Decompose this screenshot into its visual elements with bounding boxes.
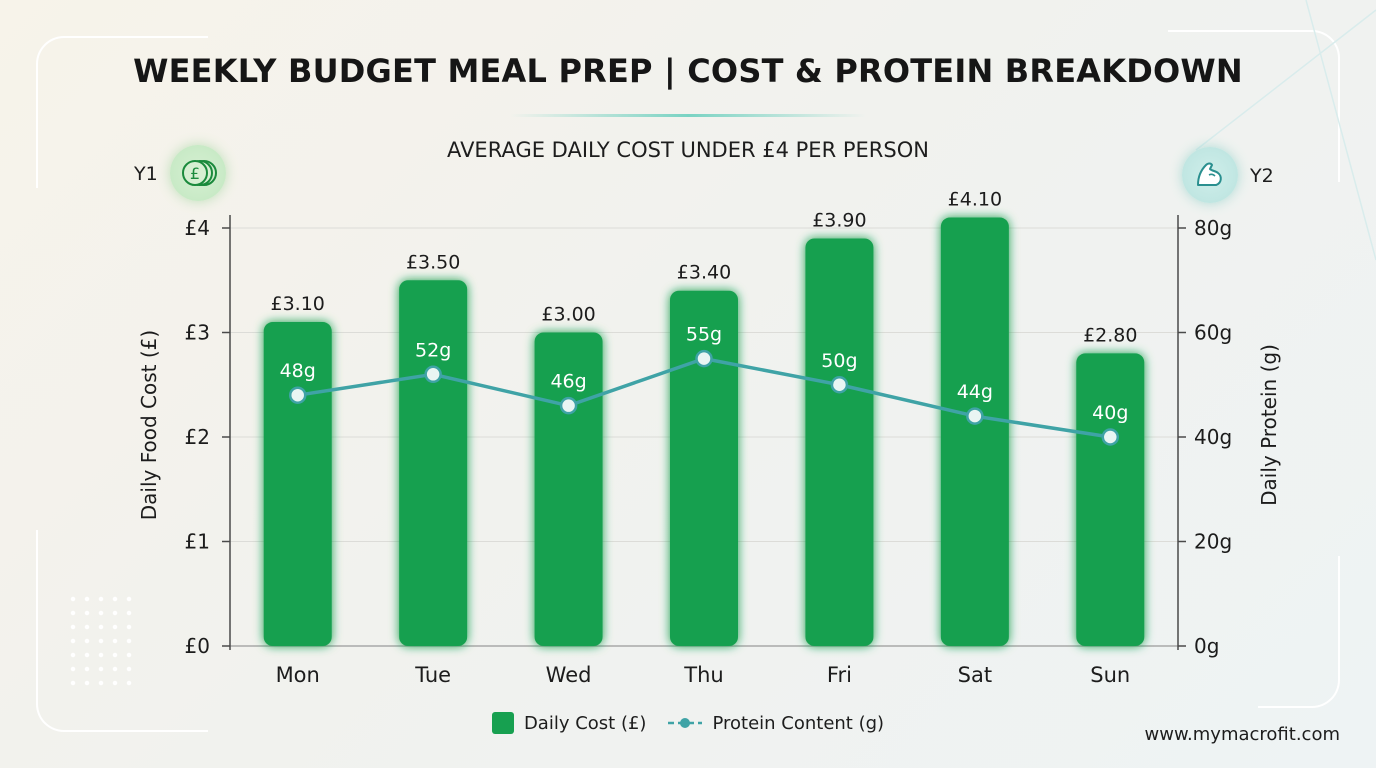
chart-legend: Daily Cost (£) Protein Content (g) xyxy=(0,712,1376,734)
y2-tick-label: 60g xyxy=(1194,321,1232,345)
y2-tick-label: 20g xyxy=(1194,530,1232,554)
y1-tick-label: £2 xyxy=(185,425,210,449)
flexed-arm-icon xyxy=(1182,147,1238,203)
chart-title: WEEKLY BUDGET MEAL PREP | COST & PROTEIN… xyxy=(133,52,1243,90)
legend-cost-label: Daily Cost (£) xyxy=(523,712,647,734)
protein-value-label: 46g xyxy=(550,371,586,393)
bar-value-label: £2.80 xyxy=(1083,324,1137,346)
y2-tick-label: 80g xyxy=(1194,216,1232,240)
protein-point xyxy=(424,365,442,384)
decorative-lines xyxy=(1195,0,1376,261)
category-label: Wed xyxy=(546,663,592,687)
protein-value-label: 44g xyxy=(957,381,993,403)
protein-point xyxy=(695,349,713,368)
y2-tag: Y2 xyxy=(1250,165,1274,187)
y1-tag: Y1 xyxy=(134,163,158,185)
svg-text:£: £ xyxy=(190,164,200,183)
protein-point xyxy=(830,376,849,394)
protein-point xyxy=(1101,428,1120,446)
y1-axis-title: Daily Food Cost (£) xyxy=(137,330,161,520)
protein-line-series: 48g 52g 46g 55g 50g 44g 40g xyxy=(280,324,1128,446)
y1-tick-label: £1 xyxy=(185,530,210,554)
y2-tick-label: 40g xyxy=(1194,425,1232,449)
y1-ticks: £0 £1 £2 £3 £4 xyxy=(185,216,230,658)
frame-corner-top-left xyxy=(36,36,208,188)
bar-value-labels: £3.10 £3.50 £3.00 £3.40 £3.90 £4.10 £2.80 xyxy=(271,189,1138,347)
legend-line-swatch xyxy=(668,718,703,728)
protein-point xyxy=(966,407,984,425)
title-underline xyxy=(510,114,866,117)
y1-tick-label: £4 xyxy=(185,216,210,240)
bar-value-label: £3.90 xyxy=(812,209,866,231)
bar-sat xyxy=(940,217,1009,647)
category-labels: Mon Tue Wed Thu Fri Sat Sun xyxy=(276,663,1131,687)
category-label: Fri xyxy=(827,663,852,687)
bar-fri xyxy=(805,238,874,646)
category-label: Sat xyxy=(958,663,992,687)
protein-value-label: 40g xyxy=(1092,402,1128,424)
bar-thu xyxy=(670,290,738,646)
category-label: Sun xyxy=(1090,663,1130,687)
frame-corner-bottom-right xyxy=(1258,556,1340,708)
bar-value-label: £3.10 xyxy=(271,293,325,315)
protein-value-label: 50g xyxy=(821,350,857,372)
protein-value-label: 52g xyxy=(415,339,451,361)
protein-value-label: 55g xyxy=(686,324,722,346)
bar-sun xyxy=(1076,353,1145,646)
frame-corner-top-right xyxy=(1168,30,1340,182)
bar-value-label: £3.50 xyxy=(406,251,460,273)
protein-value-label: 48g xyxy=(280,360,316,382)
y2-ticks: 0g 20g 40g 60g 80g xyxy=(1178,216,1232,658)
bar-value-label: £3.40 xyxy=(677,262,731,284)
protein-point xyxy=(288,386,307,404)
category-label: Thu xyxy=(683,663,723,687)
y1-tick-label: £3 xyxy=(185,321,210,345)
legend-bar-swatch xyxy=(491,712,514,734)
category-label: Mon xyxy=(276,663,320,687)
footer-url: www.mymacrofit.com xyxy=(1144,724,1340,745)
bar-value-label: £3.00 xyxy=(541,304,595,326)
legend-item-cost: Daily Cost (£) xyxy=(491,712,647,734)
protein-point xyxy=(559,396,578,415)
frame-corner-bottom-left xyxy=(36,530,208,732)
category-label: Tue xyxy=(414,663,451,687)
y2-axis-title: Daily Protein (g) xyxy=(1257,344,1281,506)
bar-wed xyxy=(534,332,603,646)
pound-coins-icon: £ xyxy=(170,145,226,201)
y1-tick-label: £0 xyxy=(185,634,210,658)
legend-protein-label: Protein Content (g) xyxy=(712,712,885,734)
legend-item-protein: Protein Content (g) xyxy=(668,713,884,734)
bar-tue xyxy=(399,280,468,646)
bar-value-label: £4.10 xyxy=(948,189,1002,211)
bar-mon xyxy=(263,322,332,646)
chart-subtitle: AVERAGE DAILY COST UNDER £4 PER PERSON xyxy=(447,138,929,162)
bar-series xyxy=(263,217,1145,647)
y2-tick-label: 0g xyxy=(1194,634,1219,658)
decorative-dot-grid xyxy=(66,592,136,692)
